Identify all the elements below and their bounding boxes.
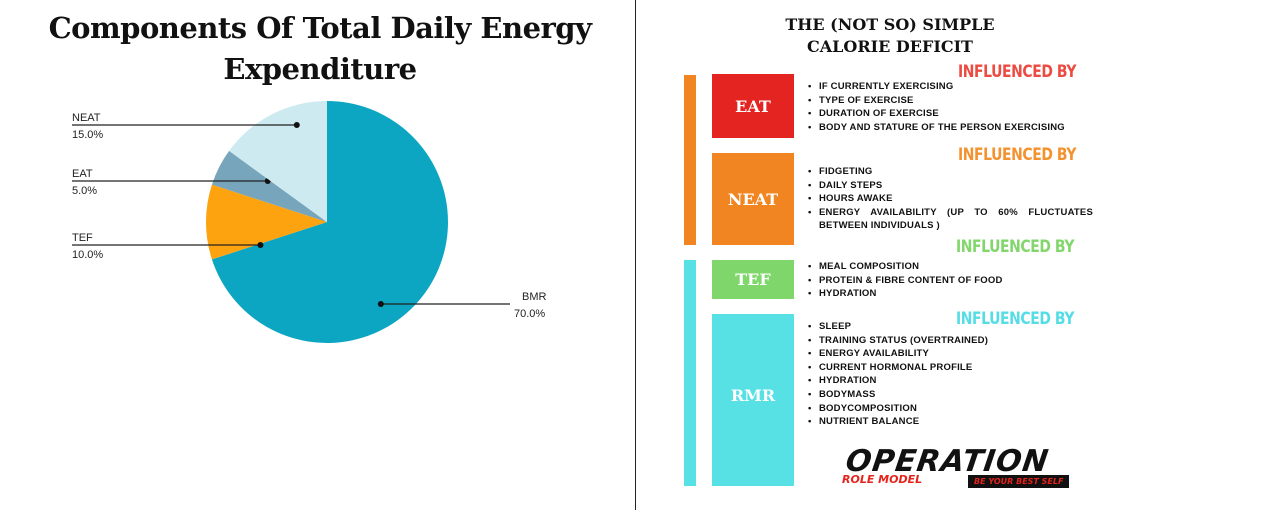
pie-label-tef-value: 10.0% bbox=[72, 249, 104, 261]
pie-slice-bmr bbox=[211, 101, 448, 343]
list-item: BODYCOMPOSITION bbox=[808, 402, 1093, 416]
pie-label-neat: NEAT 15.0% bbox=[72, 110, 103, 144]
list-item: BODYMASS bbox=[808, 388, 1093, 402]
side-bar-cyan bbox=[684, 260, 696, 486]
list-item: HYDRATION bbox=[808, 287, 1093, 301]
block-neat: NEAT bbox=[712, 153, 794, 245]
list-item: PROTEIN & FIBRE CONTENT OF FOOD bbox=[808, 274, 1093, 288]
list-item: IF CURRENTLY EXERCISING bbox=[808, 80, 1093, 94]
list-item: HYDRATION bbox=[808, 374, 1093, 388]
pie-label-bmr-name: BMR bbox=[522, 291, 547, 303]
pie-label-eat-name: EAT bbox=[72, 168, 93, 180]
pie-label-neat-value: 15.0% bbox=[72, 129, 104, 141]
list-item: DURATION OF EXERCISE bbox=[808, 107, 1093, 121]
operation-role-model-logo: OPERATION ROLE MODEL BE YOUR BEST SELF bbox=[840, 444, 1090, 490]
pie-label-tef: TEF 10.0% bbox=[72, 230, 103, 264]
pie-label-tef-name: TEF bbox=[72, 232, 93, 244]
block-rmr: RMR bbox=[712, 314, 794, 486]
eat-factor-list: IF CURRENTLY EXERCISING TYPE OF EXERCISE… bbox=[808, 80, 1093, 134]
list-item: ENERGY AVAILABILITY bbox=[808, 347, 1093, 361]
list-item: NUTRIENT BALANCE bbox=[808, 415, 1093, 429]
list-item: SLEEP bbox=[808, 320, 1093, 334]
list-item: BODY AND STATURE OF THE PERSON EXERCISIN… bbox=[808, 121, 1093, 135]
pie-slice-tef bbox=[206, 184, 327, 260]
list-item: TYPE OF EXERCISE bbox=[808, 94, 1093, 108]
side-bar-orange bbox=[684, 75, 696, 245]
list-item: HOURS AWAKE bbox=[808, 192, 1093, 206]
rmr-factor-list: SLEEP TRAINING STATUS (OVERTRAINED) ENER… bbox=[808, 320, 1093, 429]
list-item: FIDGETING bbox=[808, 165, 1093, 179]
block-eat: EAT bbox=[712, 74, 794, 138]
pie-label-bmr: BMR 70.0% bbox=[514, 289, 547, 323]
infographic-title-line2: CALORIE DEFICIT bbox=[807, 37, 973, 56]
influenced-by-tef: INFLUENCED BY bbox=[956, 237, 1075, 257]
list-item: CURRENT HORMONAL PROFILE bbox=[808, 361, 1093, 375]
pie-label-bmr-value: 70.0% bbox=[514, 308, 546, 320]
leader-dot-tef bbox=[257, 242, 264, 248]
chart-title: Components Of Total Daily Energy Expendi… bbox=[48, 11, 592, 86]
pie-label-eat: EAT 5.0% bbox=[72, 166, 97, 200]
list-item: ENERGY AVAILABILITY (UP TO 60% FLUCTUATE… bbox=[808, 206, 1093, 233]
infographic-title-line1: THE (NOT SO) SIMPLE bbox=[785, 15, 995, 34]
leader-dot-neat bbox=[293, 122, 300, 128]
influenced-by-eat: INFLUENCED BY bbox=[958, 62, 1077, 82]
logo-subtitle: ROLE MODEL bbox=[842, 473, 923, 486]
neat-factor-list: FIDGETING DAILY STEPS HOURS AWAKE ENERGY… bbox=[808, 165, 1093, 233]
pie-slice-neat bbox=[229, 101, 327, 222]
tef-factor-list: MEAL COMPOSITION PROTEIN & FIBRE CONTENT… bbox=[808, 260, 1093, 301]
logo-tagline: BE YOUR BEST SELF bbox=[968, 475, 1070, 488]
list-item: DAILY STEPS bbox=[808, 179, 1093, 193]
list-item: MEAL COMPOSITION bbox=[808, 260, 1093, 274]
influenced-by-neat: INFLUENCED BY bbox=[958, 145, 1077, 165]
list-item: TRAINING STATUS (OVERTRAINED) bbox=[808, 334, 1093, 348]
leader-dot-bmr bbox=[377, 301, 384, 307]
pie-slice-eat bbox=[211, 150, 327, 222]
pie-label-eat-value: 5.0% bbox=[72, 185, 98, 197]
pie-chart bbox=[72, 101, 510, 343]
block-tef: TEF bbox=[712, 260, 794, 299]
infographic-title: THE (NOT SO) SIMPLE CALORIE DEFICIT bbox=[740, 14, 1040, 58]
pie-label-neat-name: NEAT bbox=[72, 112, 101, 124]
panel-divider bbox=[635, 0, 636, 510]
